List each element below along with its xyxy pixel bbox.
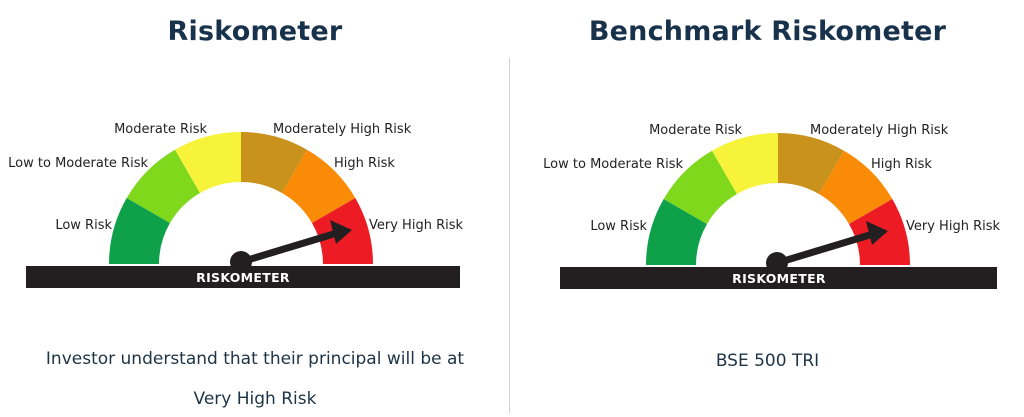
label-very-high-risk: Very High Risk — [906, 219, 1000, 234]
gauge-segment-moderate — [175, 132, 241, 193]
riskometer-title: Riskometer — [167, 16, 343, 47]
riskometer-bar — [560, 267, 997, 289]
label-moderate-risk: Moderate Risk — [649, 123, 742, 138]
gauge-segment-high — [282, 149, 356, 223]
gauge-segment-low-moderate — [126, 149, 200, 223]
label-low-moderate-risk: Low to Moderate Risk — [543, 157, 683, 172]
gauge-segment-low — [646, 199, 707, 265]
gauge-segment-low — [109, 198, 170, 264]
gauge-segment-moderately-high — [778, 133, 844, 194]
label-low-moderate-risk: Low to Moderate Risk — [8, 156, 148, 171]
benchmark-riskometer-gauge: RISKOMETER Low Risk Low to Moderate Risk… — [543, 123, 1000, 289]
risk-description-line1: Investor understand that their principal… — [45, 349, 465, 369]
label-moderate-risk: Moderate Risk — [114, 122, 207, 137]
label-high-risk: High Risk — [334, 156, 395, 171]
label-moderately-high-risk: Moderately High Risk — [810, 123, 949, 138]
riskometer-gauge: RISKOMETER Low Risk Low to Moderate Risk… — [8, 122, 463, 288]
label-low-risk: Low Risk — [590, 219, 647, 234]
riskometer-bar-label: RISKOMETER — [732, 271, 826, 286]
risk-description-line2: Very High Risk — [193, 389, 317, 409]
gauge-segment-low-moderate — [663, 150, 737, 224]
benchmark-name: BSE 500 TRI — [715, 351, 820, 371]
label-very-high-risk: Very High Risk — [369, 218, 463, 233]
panel-divider — [509, 58, 510, 413]
label-high-risk: High Risk — [871, 157, 932, 172]
gauge-segment-high — [819, 150, 893, 224]
gauge-needle — [230, 220, 352, 273]
riskometer-bar — [26, 266, 460, 288]
gauge-segments — [109, 132, 373, 264]
gauge-segments — [646, 133, 910, 265]
label-low-risk: Low Risk — [55, 218, 112, 233]
benchmark-riskometer-title: Benchmark Riskometer — [588, 16, 947, 47]
benchmark-riskometer-panel: Benchmark Riskometer RISKOMETER Low Risk… — [511, 0, 1024, 417]
riskometer-panel: Riskometer RISKOMETER Low Risk Low to Mo… — [0, 0, 510, 417]
gauge-segment-moderately-high — [241, 132, 307, 193]
gauge-segment-moderate — [712, 133, 778, 194]
label-moderately-high-risk: Moderately High Risk — [273, 122, 412, 137]
gauge-needle — [766, 221, 888, 274]
riskometer-bar-label: RISKOMETER — [196, 270, 290, 285]
